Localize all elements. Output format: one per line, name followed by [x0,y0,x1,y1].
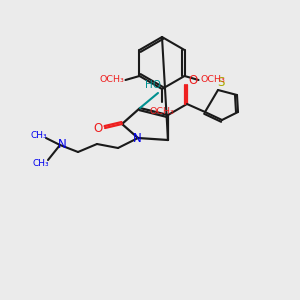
Text: O: O [93,122,103,134]
Text: HO: HO [145,80,161,90]
Text: N: N [58,139,66,152]
Text: OCH₃: OCH₃ [200,76,225,85]
Text: OCH₃: OCH₃ [150,106,174,116]
Text: CH₃: CH₃ [31,130,47,140]
Text: S: S [217,76,225,88]
Text: O: O [188,74,198,88]
Text: OCH₃: OCH₃ [99,76,124,85]
Text: CH₃: CH₃ [33,158,49,167]
Text: N: N [133,133,141,146]
